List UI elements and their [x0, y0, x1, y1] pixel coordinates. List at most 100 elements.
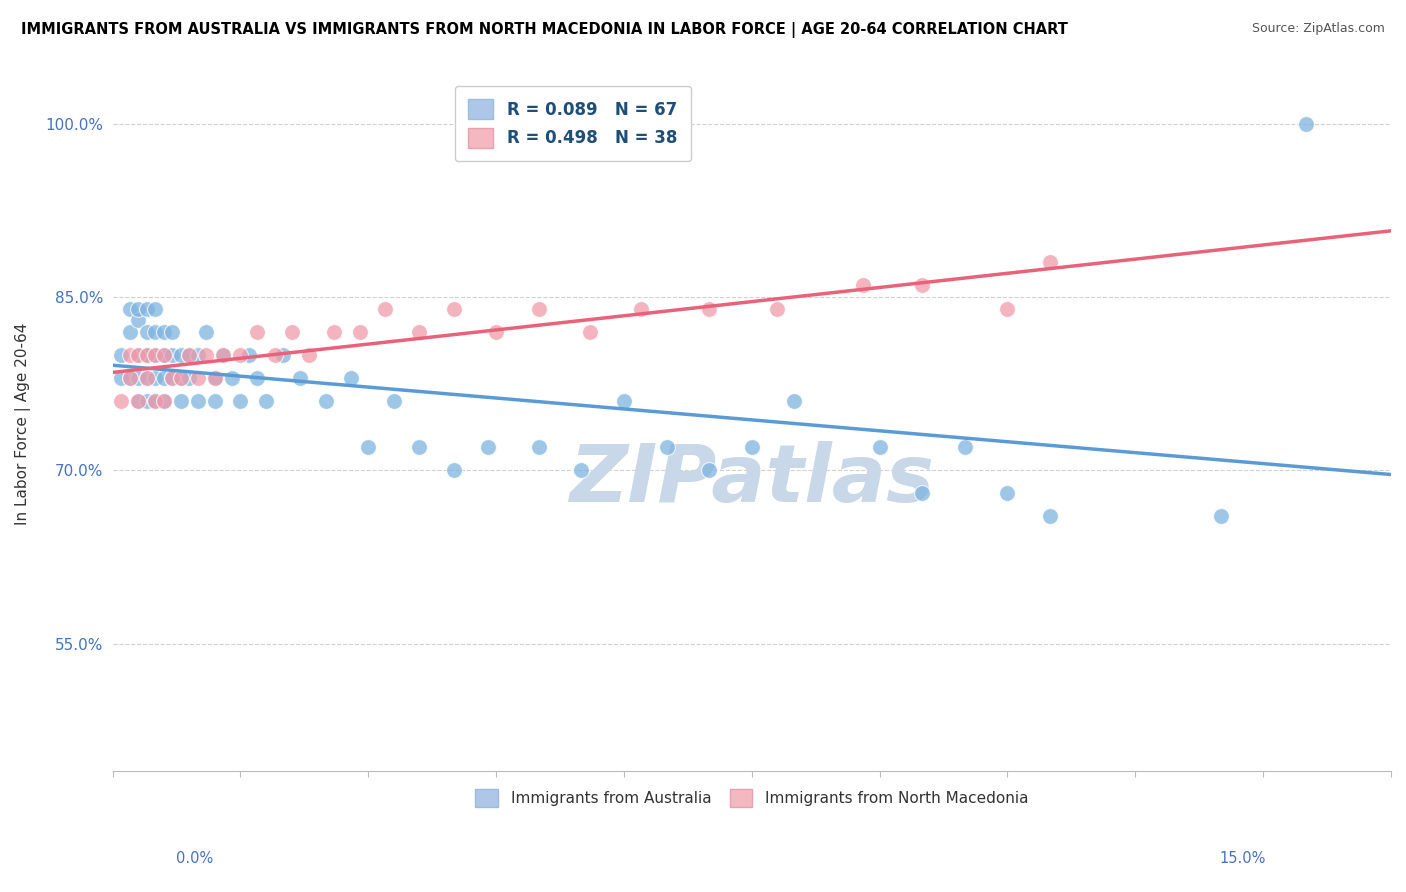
- Point: [477, 440, 499, 454]
- Point: [204, 394, 226, 409]
- Point: [911, 486, 934, 500]
- Text: ZIPatlas: ZIPatlas: [569, 441, 935, 518]
- Point: [212, 348, 235, 362]
- Point: [170, 348, 193, 362]
- Point: [187, 394, 209, 409]
- Point: [1039, 509, 1062, 524]
- Point: [229, 348, 252, 362]
- Point: [323, 325, 346, 339]
- Point: [783, 394, 806, 409]
- Point: [852, 278, 875, 293]
- Point: [127, 301, 149, 316]
- Point: [135, 301, 157, 316]
- Point: [152, 371, 174, 385]
- Point: [135, 348, 157, 362]
- Point: [162, 371, 184, 385]
- Point: [697, 301, 720, 316]
- Point: [357, 440, 380, 454]
- Legend: Immigrants from Australia, Immigrants from North Macedonia: Immigrants from Australia, Immigrants fr…: [468, 781, 1036, 815]
- Point: [187, 371, 209, 385]
- Point: [118, 371, 141, 385]
- Point: [579, 325, 602, 339]
- Point: [443, 463, 465, 477]
- Text: IMMIGRANTS FROM AUSTRALIA VS IMMIGRANTS FROM NORTH MACEDONIA IN LABOR FORCE | AG: IMMIGRANTS FROM AUSTRALIA VS IMMIGRANTS …: [21, 22, 1069, 38]
- Point: [246, 325, 269, 339]
- Point: [127, 348, 149, 362]
- Point: [170, 371, 193, 385]
- Point: [187, 348, 209, 362]
- Point: [127, 371, 149, 385]
- Point: [143, 394, 166, 409]
- Point: [135, 325, 157, 339]
- Point: [271, 348, 294, 362]
- Point: [162, 325, 184, 339]
- Point: [152, 394, 174, 409]
- Point: [254, 394, 277, 409]
- Point: [766, 301, 789, 316]
- Point: [118, 371, 141, 385]
- Point: [143, 371, 166, 385]
- Point: [135, 348, 157, 362]
- Point: [298, 348, 321, 362]
- Point: [152, 348, 174, 362]
- Point: [152, 348, 174, 362]
- Point: [135, 348, 157, 362]
- Point: [630, 301, 652, 316]
- Point: [135, 371, 157, 385]
- Point: [315, 394, 337, 409]
- Point: [741, 440, 763, 454]
- Point: [212, 348, 235, 362]
- Point: [127, 394, 149, 409]
- Point: [527, 440, 550, 454]
- Point: [143, 301, 166, 316]
- Point: [221, 371, 243, 385]
- Point: [869, 440, 891, 454]
- Point: [195, 348, 218, 362]
- Point: [143, 348, 166, 362]
- Point: [135, 371, 157, 385]
- Point: [143, 348, 166, 362]
- Point: [110, 348, 132, 362]
- Y-axis label: In Labor Force | Age 20-64: In Labor Force | Age 20-64: [15, 323, 31, 525]
- Point: [179, 371, 201, 385]
- Point: [997, 486, 1019, 500]
- Point: [349, 325, 371, 339]
- Point: [655, 440, 678, 454]
- Point: [162, 348, 184, 362]
- Point: [697, 463, 720, 477]
- Point: [195, 325, 218, 339]
- Point: [152, 325, 174, 339]
- Point: [170, 371, 193, 385]
- Point: [527, 301, 550, 316]
- Point: [1209, 509, 1232, 524]
- Point: [911, 278, 934, 293]
- Point: [1039, 255, 1062, 269]
- Point: [1295, 117, 1317, 131]
- Point: [997, 301, 1019, 316]
- Point: [238, 348, 260, 362]
- Point: [110, 371, 132, 385]
- Point: [162, 371, 184, 385]
- Point: [204, 371, 226, 385]
- Point: [135, 394, 157, 409]
- Point: [179, 348, 201, 362]
- Point: [127, 394, 149, 409]
- Point: [229, 394, 252, 409]
- Point: [118, 325, 141, 339]
- Point: [118, 348, 141, 362]
- Point: [204, 371, 226, 385]
- Point: [953, 440, 976, 454]
- Point: [408, 325, 430, 339]
- Point: [280, 325, 302, 339]
- Text: Source: ZipAtlas.com: Source: ZipAtlas.com: [1251, 22, 1385, 36]
- Point: [246, 371, 269, 385]
- Point: [127, 348, 149, 362]
- Point: [110, 394, 132, 409]
- Text: 0.0%: 0.0%: [176, 851, 212, 865]
- Point: [152, 394, 174, 409]
- Point: [485, 325, 508, 339]
- Point: [443, 301, 465, 316]
- Point: [143, 394, 166, 409]
- Point: [170, 394, 193, 409]
- Point: [408, 440, 430, 454]
